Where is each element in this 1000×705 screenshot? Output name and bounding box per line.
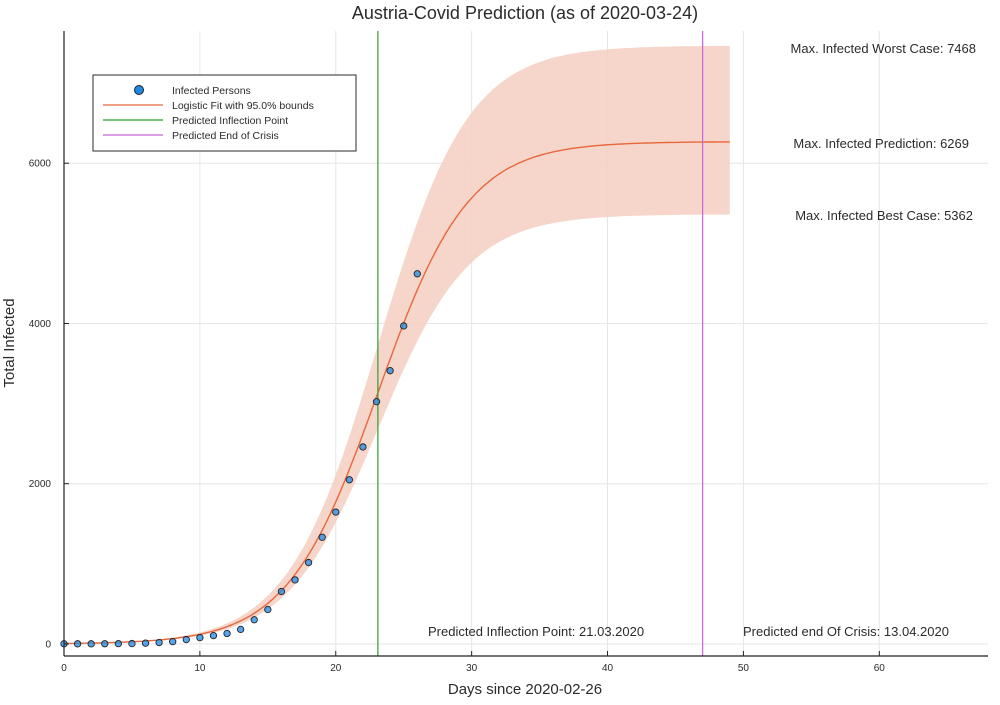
- confidence-band-layer: [64, 45, 730, 644]
- annotation-end-of-crisis: Predicted end Of Crisis: 13.04.2020: [743, 624, 949, 639]
- x-tick-label: 0: [61, 663, 67, 674]
- annotation-prediction: Max. Infected Prediction: 6269: [793, 136, 969, 151]
- data-point: [264, 605, 272, 614]
- x-tick-label: 30: [466, 663, 478, 674]
- data-point: [101, 640, 109, 648]
- logistic-fit-line: [63, 141, 730, 645]
- fit-line-layer: [63, 141, 730, 645]
- legend: Infected Persons Logistic Fit with 95.0%…: [92, 74, 357, 152]
- data-point: [223, 629, 231, 638]
- data-point: [209, 631, 218, 640]
- data-point: [332, 508, 340, 516]
- annotation-best-case: Max. Infected Best Case: 5362: [795, 208, 973, 223]
- y-tick-label: 0: [45, 639, 51, 650]
- x-tick-label: 20: [330, 663, 342, 674]
- x-tick-label: 60: [874, 663, 886, 674]
- data-point: [236, 625, 245, 634]
- y-tick-label: 6000: [29, 159, 52, 170]
- data-point: [155, 638, 163, 647]
- data-point: [400, 322, 408, 330]
- data-point: [345, 476, 354, 484]
- x-tick-label: 50: [738, 663, 750, 674]
- data-point: [73, 640, 82, 648]
- data-point: [169, 638, 177, 646]
- x-tick-label: 40: [602, 663, 614, 674]
- x-axis-label: Days since 2020-02-26: [448, 681, 602, 698]
- legend-marker-points: [134, 85, 144, 95]
- axes: [63, 31, 988, 657]
- data-point: [128, 639, 136, 648]
- data-point: [372, 398, 381, 406]
- chart-title: Austria-Covid Prediction (as of 2020-03-…: [352, 3, 698, 23]
- confidence-band: [64, 45, 730, 644]
- data-point: [277, 587, 286, 596]
- points-layer: [60, 270, 421, 648]
- annotation-inflection: Predicted Inflection Point: 21.03.2020: [428, 624, 644, 639]
- legend-label-end: Predicted End of Crisis: [172, 130, 279, 142]
- annotation-worst-case: Max. Infected Worst Case: 7468: [791, 41, 976, 56]
- data-point: [114, 640, 123, 648]
- data-point: [87, 640, 95, 648]
- y-tick-label: 2000: [29, 479, 52, 490]
- data-point: [141, 639, 150, 647]
- vertical-lines-layer: [377, 31, 704, 656]
- legend-label-fit: Logistic Fit with 95.0% bounds: [172, 100, 314, 112]
- y-tick-label: 4000: [29, 319, 52, 330]
- data-point: [304, 558, 313, 567]
- y-axis-label: Total Infected: [1, 298, 18, 387]
- data-point: [291, 576, 299, 584]
- tick-labels: 0 10 20 30 40 50 60 0 2000 4000 6000: [29, 159, 886, 674]
- data-point: [359, 443, 367, 451]
- data-point: [413, 270, 421, 278]
- data-point: [196, 634, 204, 642]
- data-point: [318, 533, 326, 541]
- legend-label-points: Infected Persons: [172, 85, 251, 97]
- legend-label-inflection: Predicted Inflection Point: [172, 115, 288, 127]
- data-point: [386, 367, 394, 375]
- data-point: [182, 635, 190, 644]
- data-point: [250, 616, 258, 624]
- x-tick-label: 10: [194, 663, 206, 674]
